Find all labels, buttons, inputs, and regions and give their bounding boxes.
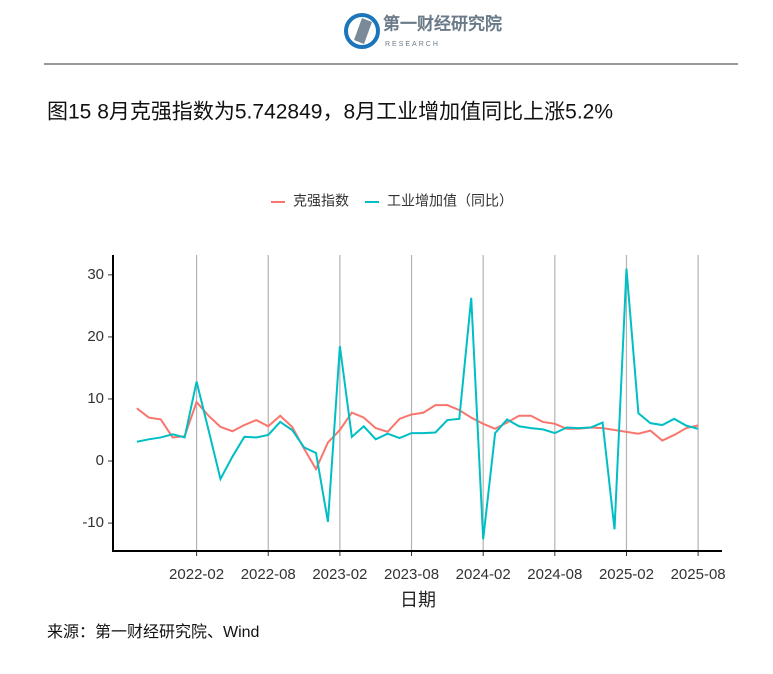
logo-text: 第一财经研究院 — [383, 13, 502, 33]
x-tick-label: 2024-02 — [456, 566, 511, 583]
x-tick-label: 2025-08 — [671, 566, 726, 583]
x-tick-label: 2025-02 — [599, 566, 654, 583]
series-line — [136, 400, 699, 472]
y-tick-label: 0 — [96, 452, 104, 469]
y-tick-label: 30 — [87, 266, 104, 283]
x-tick-label: 2023-08 — [384, 566, 439, 583]
logo-sub: RESEARCH — [385, 41, 440, 48]
y-tick-label: 20 — [87, 328, 104, 345]
x-tick-label: 2023-02 — [312, 566, 367, 583]
x-tick-label: 2024-08 — [527, 566, 582, 583]
y-tick-label: 10 — [87, 390, 104, 407]
source: 来源：第一财经研究院、Wind — [47, 623, 259, 641]
logo: 第一财经研究院 RESEARCH — [344, 13, 502, 49]
x-tick-label: 2022-08 — [241, 566, 296, 583]
y-tick-label: -10 — [82, 514, 104, 531]
legend-label: 工业增加值（同比） — [387, 193, 513, 209]
x-axis-label: 日期 — [400, 590, 436, 610]
logo-ring — [344, 13, 380, 49]
chart-title: 图15 8月克强指数为5.742849，8月工业增加值同比上涨5.2% — [47, 101, 613, 124]
x-tick-label: 2022-02 — [169, 566, 224, 583]
legend-label: 克强指数 — [293, 193, 349, 209]
logo-icon — [354, 18, 372, 44]
series-line — [136, 268, 699, 540]
